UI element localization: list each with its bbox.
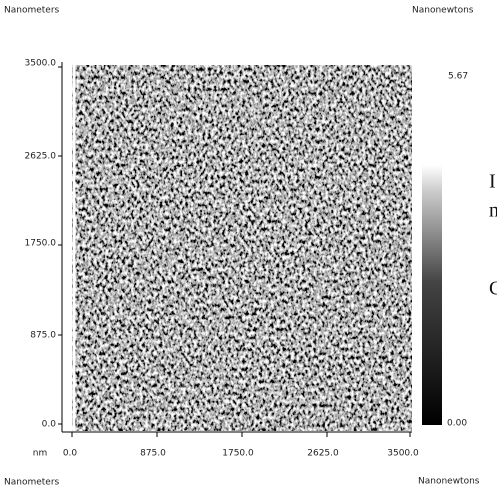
cut-text: C xyxy=(489,278,497,300)
header-right: Nanonewtons xyxy=(412,6,474,16)
y-tick-label: 0.0 xyxy=(42,420,57,430)
footer-right: Nanonewtons xyxy=(418,477,480,487)
y-tick-label: 1750.0 xyxy=(25,239,57,249)
x-tick-label: 3500.0 xyxy=(387,449,419,459)
colorbar-max: 5.67 xyxy=(448,72,468,82)
cut-text: I xyxy=(489,171,496,193)
y-tick-label: 3500.0 xyxy=(25,59,57,69)
header-left: Nanometers xyxy=(4,6,60,16)
axes xyxy=(58,62,412,437)
footer-left: Nanometers xyxy=(4,478,60,488)
x-tick-label: 875.0 xyxy=(140,449,166,459)
y-tick-label: 875.0 xyxy=(30,331,56,341)
x-unit: nm xyxy=(33,449,47,459)
cut-text: n xyxy=(489,200,497,222)
afm-image xyxy=(72,65,412,431)
x-tick-label: 2625.0 xyxy=(307,449,339,459)
colorbar xyxy=(422,165,442,425)
colorbar-min: 0.00 xyxy=(447,419,467,429)
y-tick-label: 2625.0 xyxy=(25,152,57,162)
x-tick-label: 0.0 xyxy=(63,449,78,459)
x-tick-label: 1750.0 xyxy=(222,449,254,459)
